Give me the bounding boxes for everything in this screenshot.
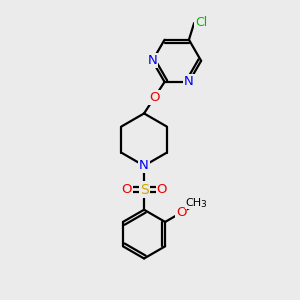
- Text: S: S: [140, 182, 148, 197]
- Text: CH: CH: [185, 199, 202, 208]
- Text: O: O: [157, 183, 167, 196]
- Text: Cl: Cl: [195, 16, 208, 29]
- Text: O: O: [176, 206, 186, 219]
- Text: N: N: [139, 159, 149, 172]
- Text: O: O: [149, 91, 160, 104]
- Text: N: N: [184, 75, 194, 88]
- Text: N: N: [148, 54, 157, 67]
- Text: 3: 3: [200, 200, 206, 209]
- Text: O: O: [121, 183, 131, 196]
